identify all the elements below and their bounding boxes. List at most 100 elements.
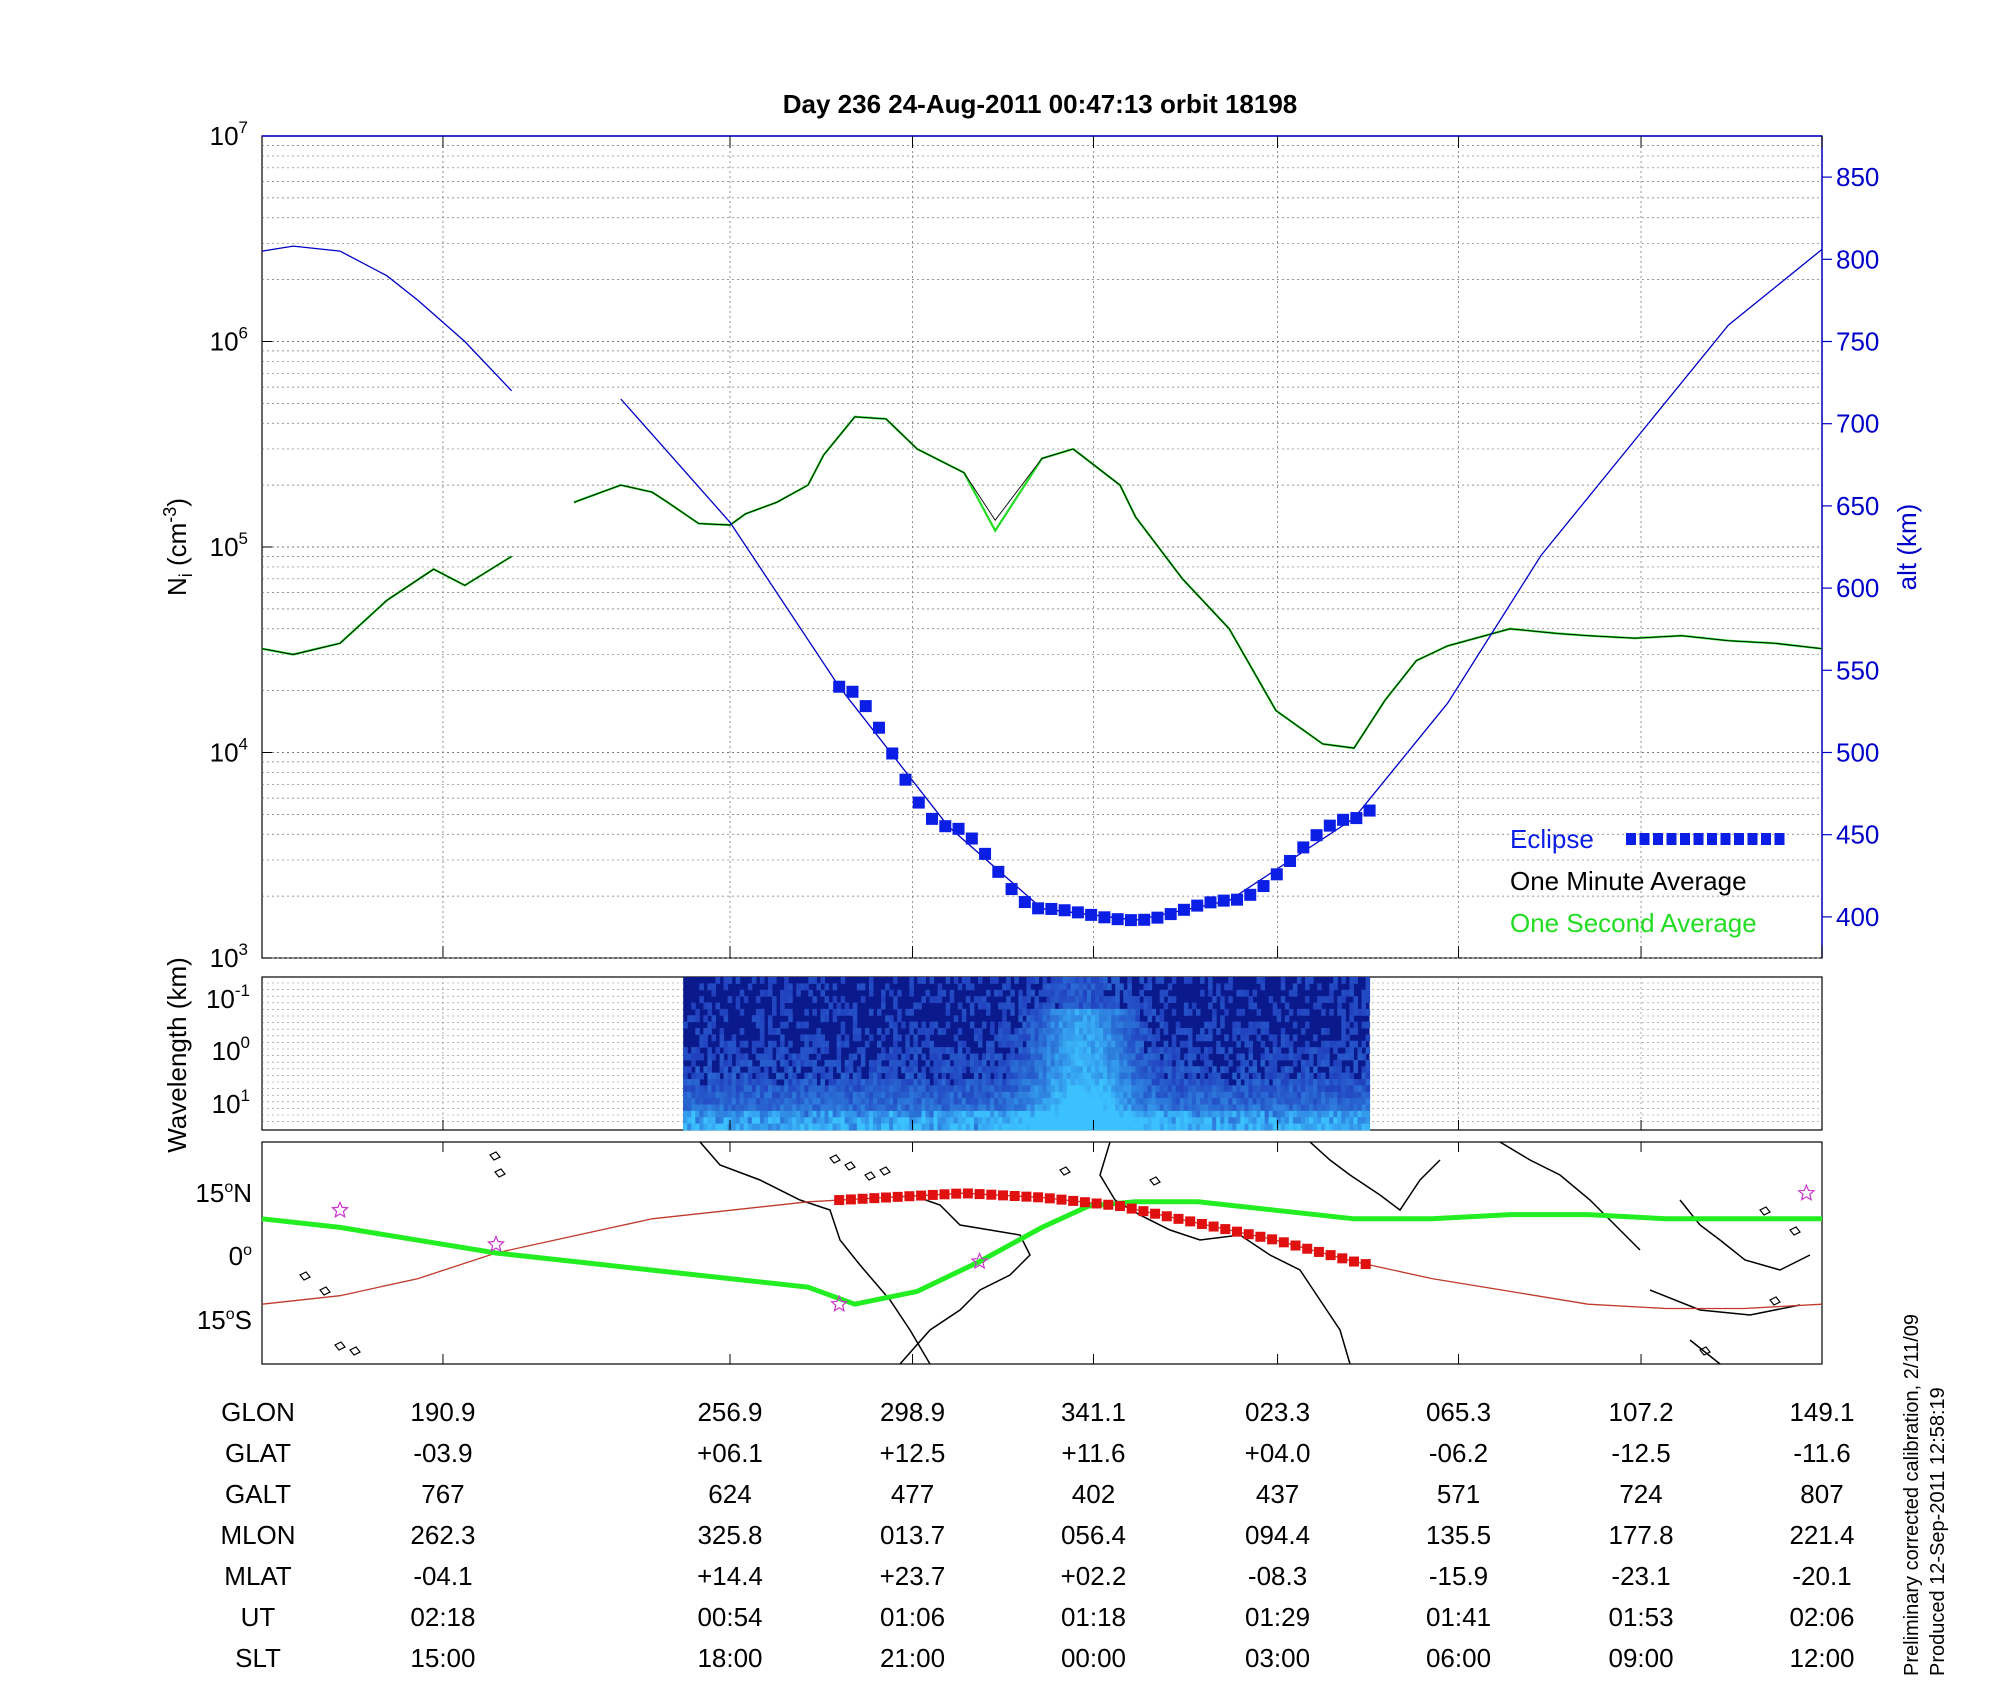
eclipse-marker	[1177, 903, 1190, 916]
table-cell: 02:18	[410, 1602, 475, 1632]
eclipse-track-marker	[1091, 1198, 1102, 1209]
eclipse-marker	[1071, 906, 1084, 919]
table-cell: -12.5	[1611, 1438, 1670, 1468]
legend-eclipse-square	[1639, 833, 1650, 845]
map-y-tick-label: 15oN	[195, 1178, 252, 1208]
eclipse-marker	[1244, 888, 1257, 901]
table-cell: 149.1	[1789, 1397, 1854, 1427]
eclipse-track-marker	[1115, 1201, 1125, 1212]
table-cell: 023.3	[1245, 1397, 1310, 1427]
island	[1789, 1226, 1801, 1236]
legend-eclipse-square	[1693, 833, 1704, 845]
eclipse-marker	[1032, 902, 1045, 915]
legend-eclipse-marker	[1626, 833, 1785, 845]
ion-density-y-ticks: 103 104 105 106 107	[210, 118, 272, 973]
y2-tick-label: 800	[1836, 244, 1879, 274]
eclipse-marker	[952, 822, 965, 835]
eclipse-marker	[1284, 854, 1297, 867]
calibration-note: Preliminary corrected calibration, 2/11/…	[1901, 1314, 1923, 1676]
spectrogram-y-tick-label: 101	[212, 1086, 250, 1119]
eclipse-track-marker	[1360, 1259, 1371, 1270]
table-cell: 01:29	[1245, 1602, 1310, 1632]
eclipse-marker	[926, 812, 939, 825]
table-cell: +06.1	[697, 1438, 763, 1468]
table-cell: 013.7	[880, 1520, 945, 1550]
y2-tick-label: 700	[1836, 409, 1879, 439]
table-cell: 065.3	[1426, 1397, 1491, 1427]
island	[334, 1341, 346, 1351]
eclipse-marker	[1045, 902, 1058, 915]
map-y-ticks: 15oN 0o 15oS	[195, 1178, 252, 1335]
table-row-label: UT	[241, 1602, 276, 1632]
eclipse-track-marker	[1196, 1218, 1207, 1229]
ylabel-sub: i	[176, 573, 196, 577]
eclipse-marker	[1363, 804, 1376, 817]
ion-density-series	[261, 415, 1823, 750]
y-tick-label: 106	[210, 324, 248, 357]
table-cell: 107.2	[1609, 1397, 1674, 1427]
y-tick-label: 104	[210, 735, 248, 768]
eclipse-track-marker	[1243, 1229, 1254, 1240]
eclipse-track-marker	[1150, 1208, 1161, 1219]
eclipse-marker	[1018, 896, 1031, 909]
table-cell: -15.9	[1429, 1561, 1488, 1591]
eclipse-marker	[1217, 894, 1230, 907]
island	[1769, 1296, 1781, 1306]
station-star	[330, 1200, 350, 1219]
table-cell: 177.8	[1609, 1520, 1674, 1550]
y2-tick-label: 500	[1836, 738, 1879, 768]
eclipse-marker	[979, 847, 992, 860]
ylabel-sup: -3	[160, 507, 180, 523]
table-cell: 325.8	[697, 1520, 762, 1550]
table-cell: -03.9	[413, 1438, 472, 1468]
legend-eclipse-square	[1666, 833, 1677, 845]
eclipse-track-marker	[1278, 1237, 1289, 1248]
legend-eclipse-square	[1774, 833, 1785, 845]
eclipse-track-marker	[1056, 1194, 1067, 1205]
table-cell: 624	[708, 1479, 751, 1509]
map-y-tick-label: 0o	[229, 1241, 252, 1271]
eclipse-marker	[912, 796, 925, 809]
eclipse-track-marker	[1126, 1203, 1137, 1214]
eclipse-marker	[1204, 896, 1217, 909]
legend-eclipse-square	[1707, 833, 1717, 845]
table-cell: 135.5	[1426, 1520, 1491, 1550]
station-star	[486, 1234, 506, 1253]
table-cell: 06:00	[1426, 1643, 1491, 1673]
eclipse-track-marker	[1173, 1213, 1184, 1224]
eclipse-marker	[1323, 819, 1336, 832]
island	[319, 1286, 331, 1296]
station-star	[1797, 1183, 1816, 1201]
ylabel-main: N	[162, 577, 192, 596]
island	[489, 1151, 501, 1161]
y2-tick-label: 450	[1836, 820, 1879, 850]
eclipse-marker	[1270, 868, 1283, 881]
legend-eclipse-square	[1626, 833, 1636, 845]
table-cell: 298.9	[880, 1397, 945, 1427]
coastline	[1649, 1289, 1801, 1316]
eclipse-marker	[1310, 829, 1323, 842]
eclipse-marker	[1257, 880, 1270, 893]
table-cell: 402	[1072, 1479, 1115, 1509]
eclipse-track-marker	[951, 1188, 962, 1199]
ion-density-panel: 103 104 105 106 107 400 450 500 550 600 650 700 750…	[160, 118, 1922, 973]
table-cell: 256.9	[697, 1397, 762, 1427]
eclipse-marker	[1231, 893, 1243, 906]
island	[299, 1271, 311, 1281]
table-cell: +12.5	[880, 1438, 946, 1468]
x-ticks	[442, 136, 1823, 1364]
station-star	[830, 1294, 849, 1312]
eclipse-marker	[1337, 813, 1350, 826]
table-cell: 15:00	[410, 1643, 475, 1673]
table-row-label: MLON	[220, 1520, 295, 1550]
eclipse-track-marker	[974, 1189, 985, 1200]
eclipse-track-marker	[1161, 1211, 1172, 1222]
ion-density-grid	[262, 136, 1822, 959]
eclipse-track-marker	[1079, 1197, 1090, 1208]
ylabel-unit-close: )	[162, 498, 192, 507]
table-cell: +11.6	[1062, 1438, 1126, 1468]
eclipse-track-marker	[1021, 1191, 1032, 1202]
y2-tick-label: 400	[1836, 902, 1879, 932]
eclipse-track-marker	[998, 1190, 1008, 1201]
